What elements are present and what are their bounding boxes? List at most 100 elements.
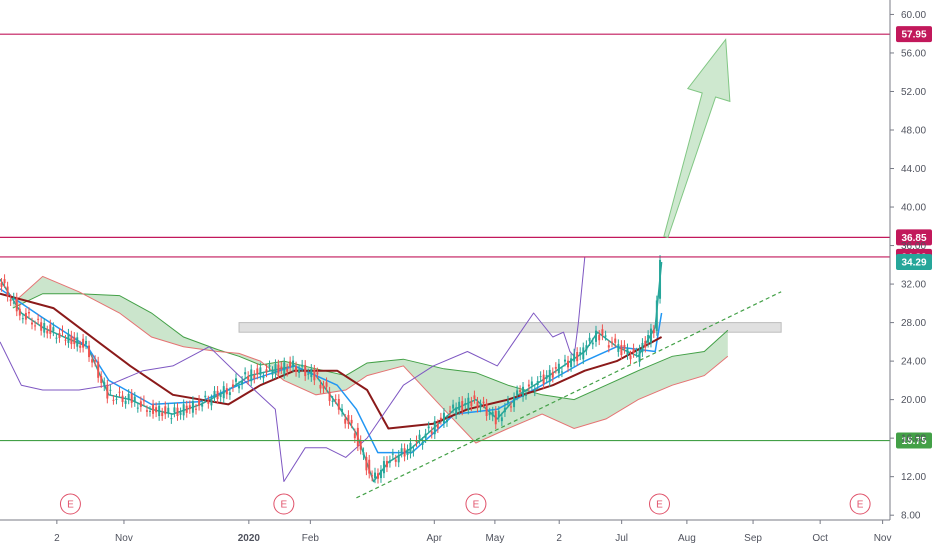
candle-body	[344, 419, 346, 424]
candle-body	[504, 408, 506, 413]
x-tick-label: Nov	[115, 533, 133, 544]
x-tick-label: 2	[556, 533, 562, 544]
candle-body	[483, 402, 485, 404]
candle-body	[158, 406, 160, 416]
x-tick-label: Feb	[302, 533, 320, 544]
candle-body	[431, 431, 433, 433]
candle-body	[630, 356, 632, 360]
candle-body	[304, 365, 306, 376]
candle-body	[28, 312, 30, 313]
candle-body	[464, 403, 466, 404]
candle-body	[371, 475, 373, 476]
candle-body	[164, 406, 166, 414]
candle-body	[85, 341, 87, 344]
candle-body	[55, 338, 57, 339]
candle-body	[363, 452, 365, 455]
candle-body	[10, 299, 12, 301]
candle-body	[201, 404, 203, 406]
y-tick-label: 24.00	[901, 357, 926, 368]
candle-body	[109, 390, 111, 391]
candle-body	[636, 353, 638, 354]
candle-body	[313, 370, 315, 380]
y-tick-label: 48.00	[901, 126, 926, 137]
candle-body	[177, 408, 179, 416]
candle-body	[67, 334, 69, 343]
candle-body	[570, 358, 572, 367]
candle-body	[295, 366, 297, 371]
candle-body	[186, 406, 188, 413]
candle-body	[558, 364, 560, 374]
earnings-marker-label: E	[67, 500, 74, 511]
candle-body	[40, 322, 42, 330]
candle-body	[360, 440, 362, 449]
candle-body	[449, 411, 451, 412]
candle-body	[507, 401, 509, 403]
candle-body	[22, 318, 24, 319]
candle-body	[125, 401, 127, 404]
candle-body	[412, 450, 414, 452]
candle-body	[19, 309, 21, 316]
candle-body	[134, 397, 136, 402]
candle-body	[501, 417, 503, 421]
y-tick-label: 36.00	[901, 241, 926, 252]
candle-body	[552, 372, 554, 377]
x-tick-label: Oct	[812, 533, 828, 544]
candle-body	[365, 457, 367, 470]
candle-body	[122, 396, 124, 402]
candle-body	[589, 338, 591, 341]
candle-body	[595, 331, 597, 342]
y-tick-label: 8.00	[901, 511, 921, 522]
candle-body	[647, 335, 649, 343]
candle-body	[244, 372, 246, 374]
candle-body	[137, 408, 139, 409]
candle-body	[579, 352, 581, 355]
candle-body	[659, 260, 661, 299]
candle-body	[232, 384, 234, 387]
candle-body	[143, 400, 145, 401]
candle-body	[173, 407, 175, 412]
candle-body	[653, 330, 655, 333]
candle-body	[409, 443, 411, 454]
candle-body	[289, 361, 291, 367]
candle-body	[103, 382, 105, 386]
earnings-marker-label: E	[473, 500, 480, 511]
candle-body	[226, 388, 228, 394]
candle-body	[70, 336, 72, 345]
x-tick-label: Sep	[744, 533, 762, 544]
candle-body	[34, 325, 36, 326]
candle-body	[495, 411, 497, 424]
candle-body	[152, 405, 154, 414]
candle-body	[292, 361, 294, 367]
candle-body	[440, 418, 442, 420]
candle-body	[262, 377, 264, 379]
candle-body	[155, 407, 157, 412]
candle-body	[180, 412, 182, 415]
candle-body	[13, 298, 15, 300]
candle-body	[269, 365, 271, 366]
candle-body	[644, 341, 646, 348]
candle-body	[31, 323, 33, 325]
earnings-marker-label: E	[857, 500, 864, 511]
candle-body	[307, 373, 309, 374]
candle-body	[617, 344, 619, 352]
candle-body	[419, 435, 421, 440]
candle-body	[140, 401, 142, 407]
candle-body	[380, 470, 382, 478]
candle-body	[128, 394, 130, 399]
y-tick-label: 12.00	[901, 472, 926, 483]
candle-body	[401, 448, 403, 452]
y-tick-label: 56.00	[901, 48, 926, 59]
candle-body	[492, 412, 494, 417]
candle-body	[259, 367, 261, 375]
candle-body	[564, 360, 566, 362]
candle-body	[341, 409, 343, 412]
projection-arrow	[664, 40, 730, 238]
candle-body	[301, 365, 303, 367]
candle-body	[115, 399, 117, 400]
candle-body	[25, 313, 27, 320]
earnings-marker-label: E	[656, 500, 663, 511]
candle-body	[146, 410, 148, 412]
candle-body	[97, 362, 99, 378]
x-tick-label: Apr	[427, 533, 443, 544]
